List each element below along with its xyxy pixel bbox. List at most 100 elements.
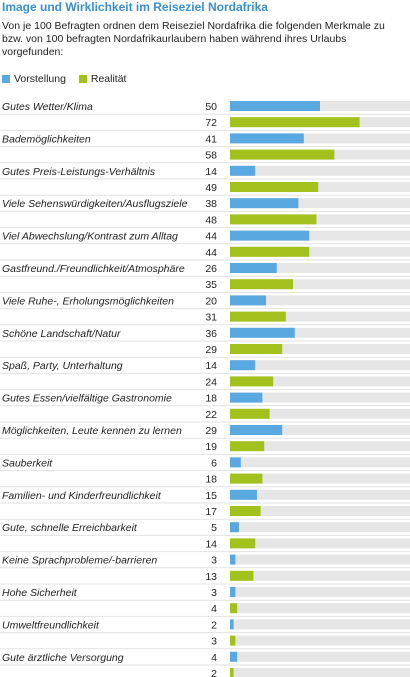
- bar-track: [230, 425, 410, 435]
- bar-track: [230, 165, 410, 176]
- category-label: Gute ärztliche Versorgung: [2, 652, 124, 664]
- bar-track: [230, 635, 410, 646]
- bar-vorstellung: [230, 263, 277, 273]
- value-label: 44: [205, 231, 217, 243]
- bar-realitaet: [230, 149, 335, 160]
- category-label: Hohe Sicherheit: [2, 587, 78, 599]
- bar-realitaet: [230, 311, 286, 322]
- value-label: 38: [205, 198, 217, 210]
- category-label: Viel Abwechslung/Kontrast zum Alltag: [2, 231, 178, 243]
- category-label: Familien- und Kinderfreundlichkeit: [2, 490, 162, 502]
- bar-vorstellung: [230, 522, 239, 533]
- bar-realitaet: [230, 408, 270, 419]
- bar-track: [230, 214, 410, 225]
- bar-track: [230, 522, 410, 533]
- value-label: 4: [211, 652, 217, 664]
- bar-realitaet: [230, 246, 310, 257]
- bar-track: [230, 376, 410, 387]
- bar-vorstellung: [230, 489, 257, 500]
- value-label: 18: [205, 474, 217, 486]
- bar-realitaet: [230, 668, 234, 677]
- bar-vorstellung: [230, 554, 236, 565]
- bar-track: [230, 198, 410, 209]
- bar-track: [230, 246, 410, 257]
- category-label: Bademöglichkeiten: [2, 133, 91, 145]
- value-label: 2: [211, 668, 217, 677]
- bar-track: [230, 344, 410, 354]
- bar-track: [230, 311, 410, 322]
- category-label: Gutes Essen/vielfältige Gastronomie: [2, 393, 172, 405]
- category-label: Gutes Preis-Leistungs-Verhältnis: [2, 166, 156, 178]
- bar-vorstellung: [230, 198, 299, 209]
- value-label: 17: [205, 506, 217, 518]
- legend-swatch-realitaet: [78, 75, 87, 83]
- bar-track: [230, 392, 410, 403]
- legend-label-realitaet: Realität: [90, 73, 127, 85]
- bar-track: [230, 360, 410, 371]
- value-label: 44: [205, 247, 217, 259]
- value-label: 20: [205, 295, 217, 307]
- value-label: 18: [205, 393, 217, 405]
- value-label: 35: [205, 279, 217, 291]
- bar-realitaet: [230, 506, 261, 516]
- category-label: Schöne Landschaft/Natur: [2, 328, 121, 340]
- bar-realitaet: [230, 117, 360, 128]
- bar-track: [230, 182, 410, 192]
- value-label: 5: [211, 522, 217, 534]
- bar-realitaet: [230, 473, 263, 484]
- category-label: Gastfreund./Freundlichkeit/Atmosphäre: [2, 263, 185, 275]
- value-label: 48: [205, 214, 217, 226]
- value-label: 19: [205, 441, 217, 453]
- value-label: 58: [205, 150, 217, 162]
- value-label: 3: [211, 636, 217, 648]
- bar-vorstellung: [230, 392, 263, 403]
- legend-item-vorstellung: Vorstellung: [2, 73, 66, 85]
- bar-track: [230, 651, 410, 662]
- value-label: 49: [205, 182, 217, 194]
- bar-realitaet: [230, 376, 274, 387]
- value-label: 41: [205, 133, 217, 145]
- bar-track: [230, 538, 410, 549]
- bar-vorstellung: [230, 457, 241, 468]
- bar-track: [230, 489, 410, 500]
- bar-track: [230, 506, 410, 516]
- bar-track: [230, 554, 410, 565]
- bar-track: [230, 327, 410, 338]
- bar-vorstellung: [230, 425, 283, 435]
- category-label: Möglichkeiten, Leute kennen zu lernen: [2, 425, 182, 437]
- bar-vorstellung: [230, 651, 238, 662]
- bar-track: [230, 603, 410, 614]
- value-label: 24: [205, 376, 217, 388]
- value-label: 3: [211, 587, 217, 599]
- bar-realitaet: [230, 603, 238, 614]
- bar-track: [230, 473, 410, 484]
- value-label: 3: [211, 555, 217, 567]
- category-label: Spaß, Party, Unterhaltung: [2, 360, 123, 372]
- bar-realitaet: [230, 538, 256, 549]
- category-label: Viele Ruhe-, Erholungsmöglichkeiten: [2, 295, 174, 307]
- value-label: 2: [211, 619, 217, 631]
- bar-track: [230, 279, 410, 290]
- legend-item-realitaet: Realität: [78, 73, 127, 85]
- value-label: 36: [205, 328, 217, 340]
- bar-vorstellung: [230, 587, 236, 597]
- value-label: 29: [205, 344, 217, 356]
- category-label: Umweltfreundlichkeit: [2, 619, 100, 631]
- value-label: 6: [211, 457, 217, 469]
- category-label: Gutes Wetter/Klima: [2, 101, 93, 113]
- bar-track: [230, 263, 410, 273]
- bar-track: [230, 133, 410, 144]
- bar-track: [230, 619, 410, 630]
- value-label: 14: [205, 538, 217, 550]
- bar-track: [230, 570, 410, 581]
- bar-track: [230, 457, 410, 468]
- category-label: Viele Sehenswürdigkeiten/Ausflugsziele: [2, 198, 188, 210]
- value-label: 29: [205, 425, 217, 437]
- value-label: 14: [205, 166, 217, 178]
- bar-realitaet: [230, 279, 293, 290]
- bar-track: [230, 295, 410, 306]
- bar-track: [230, 668, 410, 677]
- bar-track: [230, 587, 410, 597]
- bar-vorstellung: [230, 133, 304, 144]
